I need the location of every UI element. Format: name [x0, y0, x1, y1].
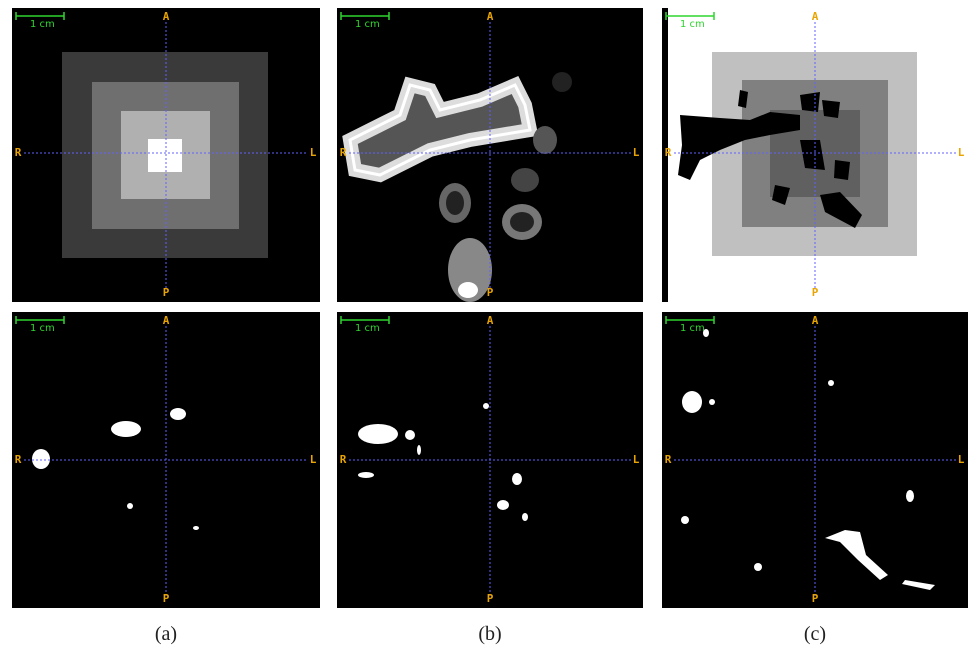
structure: [902, 580, 935, 590]
scale-label: 1 cm: [30, 19, 55, 30]
image-panel: 1 cm A P R L: [337, 8, 643, 302]
scale-bar: [15, 316, 65, 324]
orientation-label: P: [487, 592, 494, 605]
structure: [170, 408, 186, 420]
structure: [772, 185, 790, 205]
orientation-label: A: [487, 10, 494, 23]
structure: [512, 473, 522, 485]
image-panel: 1 cm A P R L: [662, 312, 968, 608]
structure: [825, 530, 888, 580]
structure: [820, 192, 862, 228]
orientation-label: A: [487, 314, 494, 327]
image-panel: 1 cm A P R L: [12, 312, 320, 608]
orientation-label: A: [163, 10, 170, 23]
structure: [358, 472, 374, 478]
orientation-label: R: [15, 146, 22, 159]
scale-label: 1 cm: [680, 323, 705, 334]
structure: [32, 449, 50, 469]
structure: [800, 92, 820, 112]
scale-bar: [665, 12, 715, 20]
orientation-label: L: [958, 453, 965, 466]
structure: [446, 191, 464, 215]
structure: [417, 445, 421, 455]
structure: [148, 139, 182, 172]
structure: [754, 563, 762, 571]
orientation-label: R: [340, 146, 347, 159]
orientation-label: L: [958, 146, 965, 159]
structure: [458, 282, 478, 298]
structure: [552, 72, 572, 92]
orientation-label: P: [812, 286, 819, 299]
orientation-label: R: [340, 453, 347, 466]
orientation-label: A: [812, 314, 819, 327]
scale-bar: [340, 12, 390, 20]
scale-label: 1 cm: [355, 19, 380, 30]
structure: [511, 168, 539, 192]
structure: [127, 503, 133, 509]
orientation-label: L: [633, 146, 640, 159]
structure: [405, 430, 415, 440]
orientation-label: L: [310, 453, 317, 466]
caption: (c): [804, 623, 826, 645]
orientation-label: R: [665, 146, 672, 159]
structure: [828, 380, 834, 386]
structure: [358, 424, 398, 444]
structure: [682, 391, 702, 413]
structure: [533, 126, 557, 154]
scale-bar: [15, 12, 65, 20]
scale-bar: [340, 316, 390, 324]
scale-label: 1 cm: [355, 323, 380, 334]
image-panel: 1 cm A P R L: [12, 8, 320, 302]
structure: [111, 421, 141, 437]
scale-label: 1 cm: [30, 323, 55, 334]
structure: [738, 90, 748, 108]
image-panel: 1 cm A P R L: [337, 312, 643, 608]
orientation-label: R: [665, 453, 672, 466]
orientation-label: P: [812, 592, 819, 605]
orientation-label: P: [487, 286, 494, 299]
structure: [678, 112, 800, 180]
structure: [800, 140, 825, 170]
orientation-label: P: [163, 592, 170, 605]
scale-label: 1 cm: [680, 19, 705, 30]
structure: [703, 329, 709, 337]
orientation-label: L: [310, 146, 317, 159]
caption: (a): [155, 623, 177, 645]
caption: (b): [478, 623, 501, 645]
structure: [448, 238, 492, 302]
image-panel: 1 cm A P R L: [662, 8, 968, 302]
structure: [822, 100, 840, 118]
orientation-label: L: [633, 453, 640, 466]
structure: [348, 83, 532, 177]
scale-bar: [665, 316, 715, 324]
structure: [497, 500, 509, 510]
structure: [681, 516, 689, 524]
structure: [906, 490, 914, 502]
orientation-label: A: [163, 314, 170, 327]
orientation-label: R: [15, 453, 22, 466]
structure: [483, 403, 489, 409]
structure: [522, 513, 528, 521]
structure: [193, 526, 199, 530]
structure: [510, 212, 534, 232]
structure: [709, 399, 715, 405]
orientation-label: P: [163, 286, 170, 299]
structure: [834, 160, 850, 180]
orientation-label: A: [812, 10, 819, 23]
